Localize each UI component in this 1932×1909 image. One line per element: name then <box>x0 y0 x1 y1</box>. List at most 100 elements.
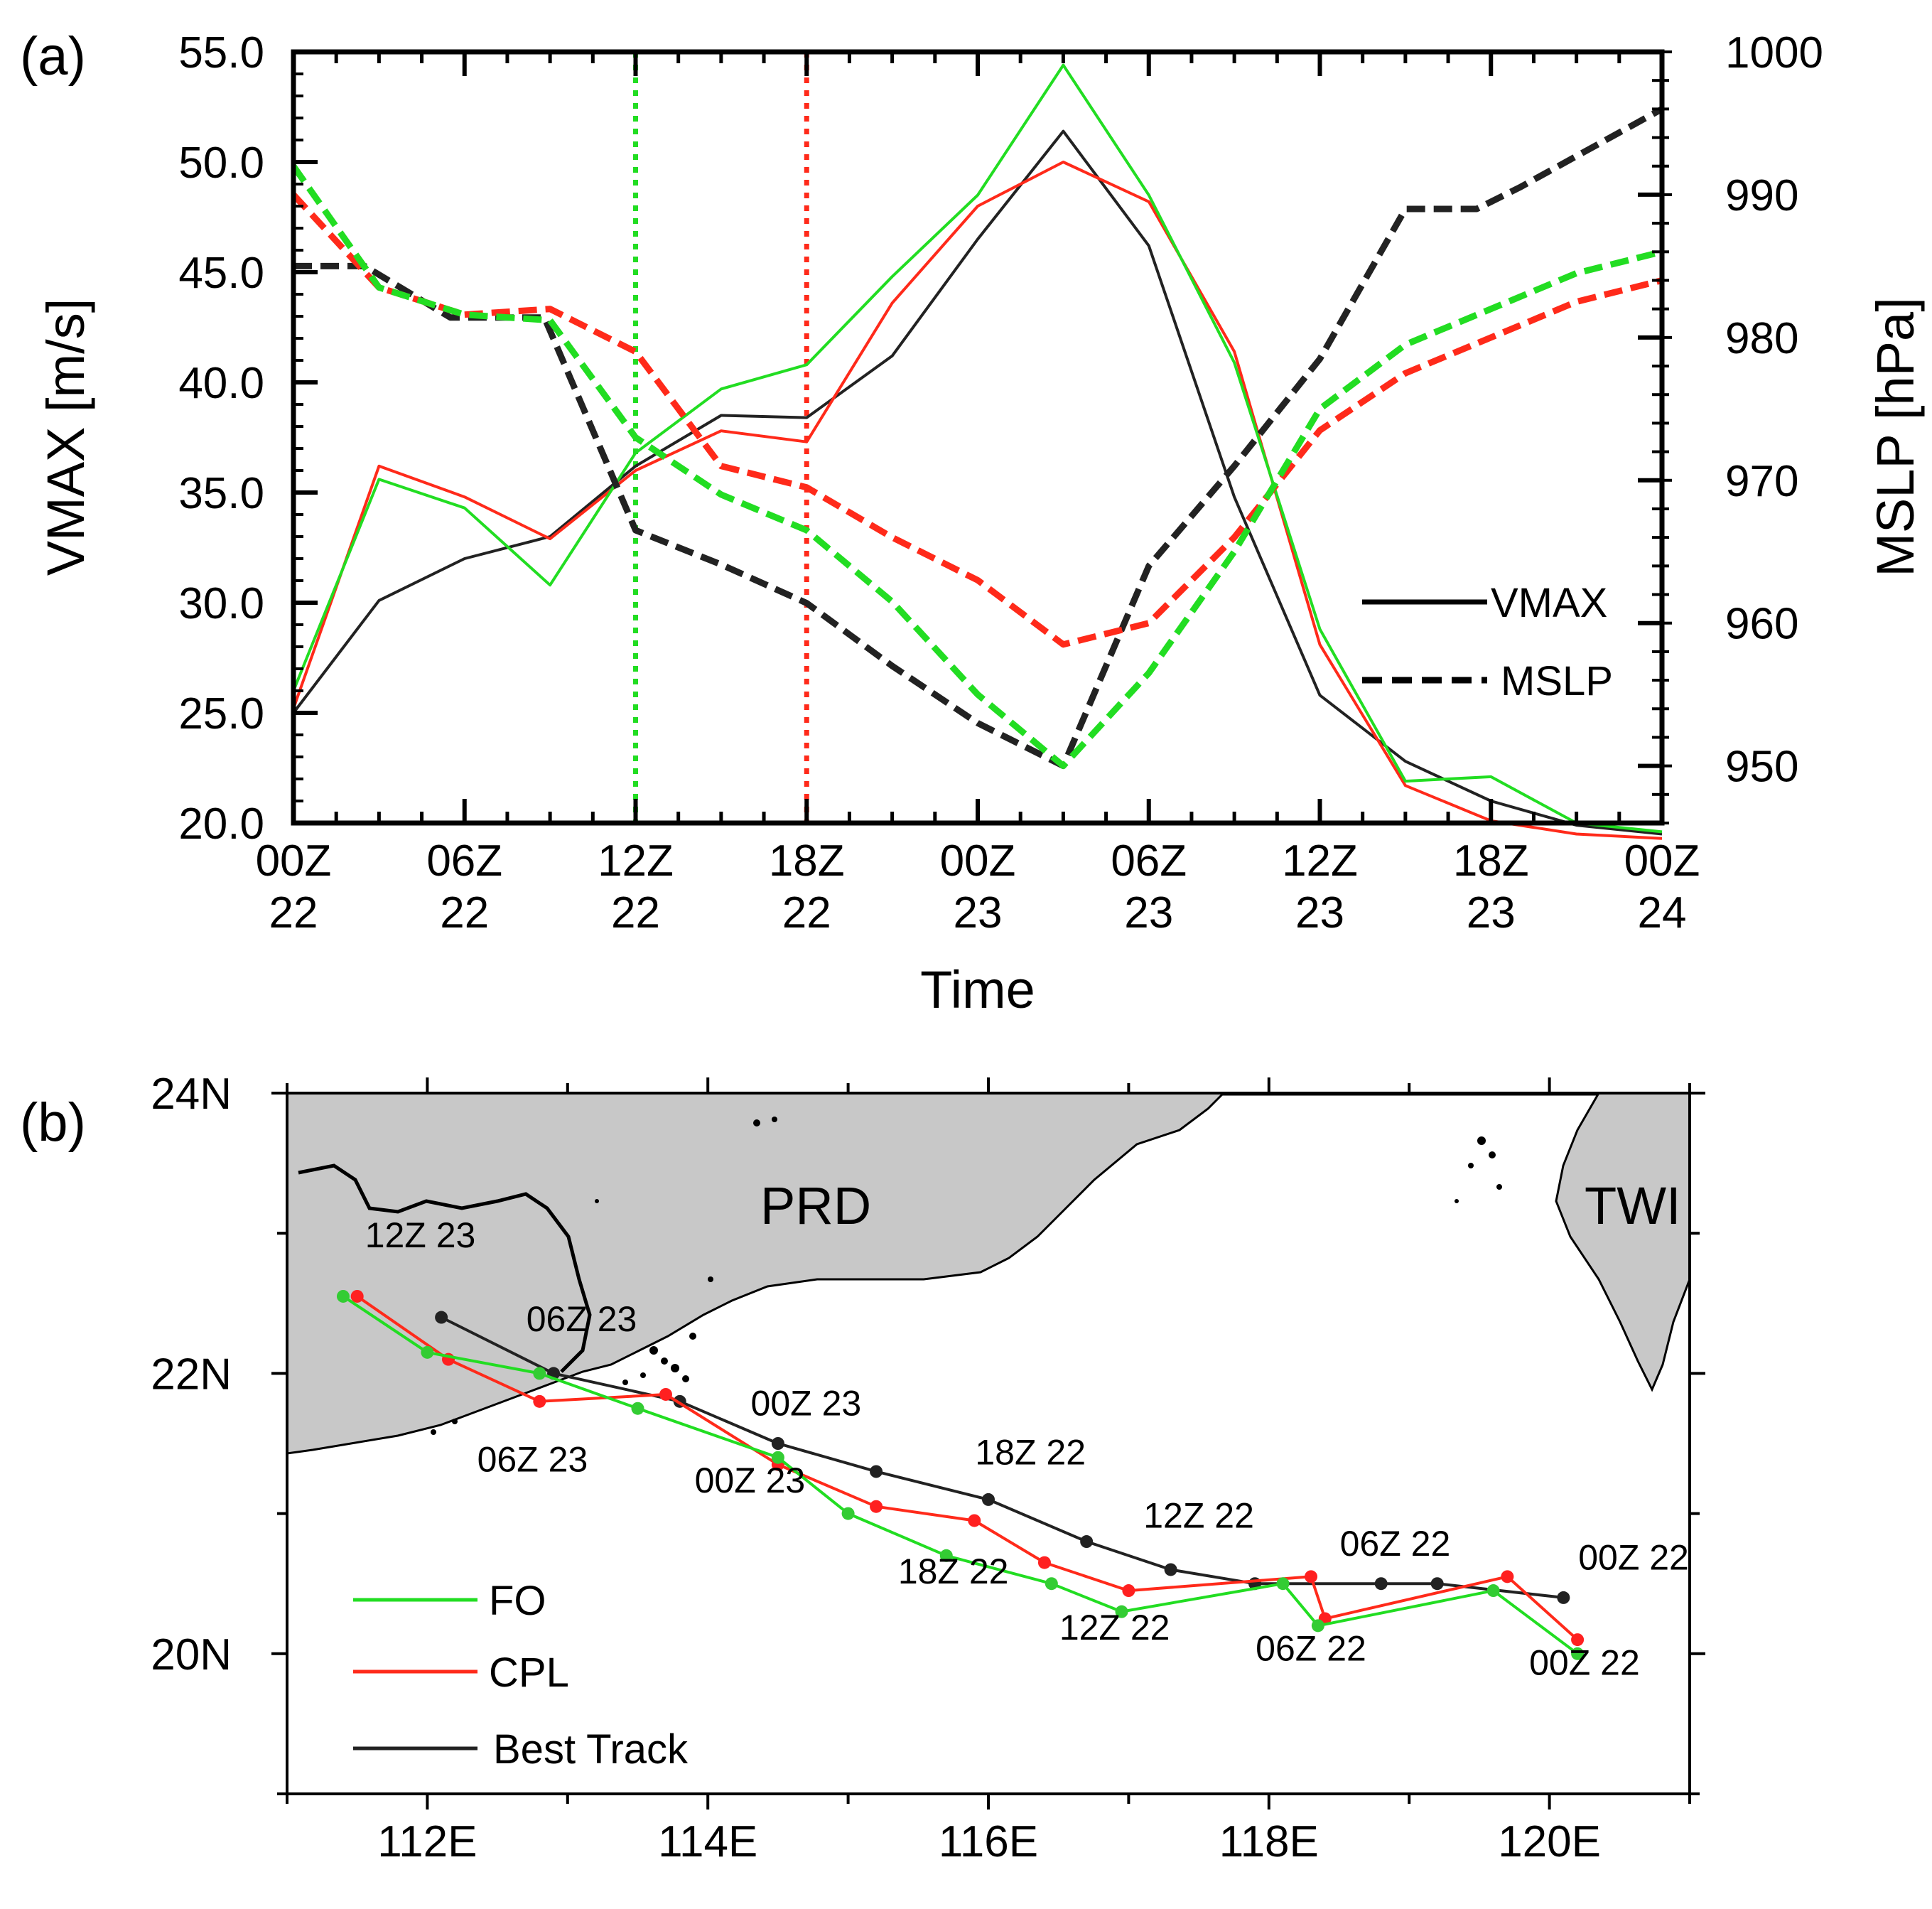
track-point-fo <box>1115 1605 1128 1618</box>
track-point-best-track <box>982 1493 995 1506</box>
track-point-cpl <box>1122 1584 1135 1598</box>
y-tick-label: 50.0 <box>178 139 264 188</box>
series-fo-mslp <box>291 164 1663 770</box>
y-tick-label: 25.0 <box>178 689 264 738</box>
track-point-cpl <box>350 1289 364 1303</box>
track-point-best-track <box>1557 1591 1570 1604</box>
river-coastline-detail <box>298 1163 592 1373</box>
region-label-twi: TWI <box>1585 1176 1681 1235</box>
track-annotation: 06Z 23 <box>477 1439 588 1479</box>
x-tick-label-line2: 23 <box>1124 888 1173 937</box>
panel-a-label: (a) <box>20 26 86 87</box>
track-annotation: 06Z 22 <box>1256 1629 1366 1669</box>
track-point-fo <box>336 1289 350 1303</box>
lat-tick-label: 24N <box>151 1070 232 1119</box>
track-annotation: 12Z 22 <box>1143 1495 1254 1535</box>
track-annotation: 06Z 22 <box>1340 1524 1451 1564</box>
track-point-cpl <box>1037 1556 1051 1569</box>
region-label-prd: PRD <box>760 1176 871 1235</box>
panel-a-timeseries: (a) 00Z2206Z2212Z2218Z2200Z2306Z2312Z231… <box>20 26 1925 1019</box>
track-point-best-track <box>435 1311 448 1324</box>
y2-tick-label: 960 <box>1725 600 1798 649</box>
track-annotation: 18Z 22 <box>898 1552 1009 1591</box>
x-tick-label-line2: 22 <box>440 888 489 937</box>
y2-tick-label: 970 <box>1725 457 1798 506</box>
track-point-fo <box>631 1402 644 1415</box>
x-tick-label-line2: 24 <box>1638 888 1687 937</box>
y-tick-label: 45.0 <box>178 249 264 298</box>
track-annotation: 12Z 23 <box>365 1215 476 1255</box>
lon-tick-label: 114E <box>658 1817 757 1866</box>
x-tick-label-line1: 12Z <box>598 837 674 886</box>
track-point-cpl <box>659 1387 672 1401</box>
panel-b-label: (b) <box>20 1092 86 1153</box>
panel-a-ticks: 00Z2206Z2212Z2218Z2200Z2306Z2312Z2318Z23… <box>178 28 1823 937</box>
y2-tick-label: 1000 <box>1725 28 1823 77</box>
x-tick-label-line1: 06Z <box>1111 837 1187 886</box>
track-point-fo <box>1571 1647 1585 1660</box>
x-tick-label-line1: 00Z <box>1624 837 1700 886</box>
track-point-fo <box>1045 1577 1058 1591</box>
track-point-cpl <box>533 1394 546 1408</box>
y-tick-label: 55.0 <box>178 28 264 77</box>
y2-tick-label: 950 <box>1725 743 1798 792</box>
legend-mslp-label: MSLP <box>1501 658 1613 704</box>
y2-axis-title-mslp: MSLP [hPa] <box>1866 297 1925 577</box>
track-point-best-track <box>1164 1563 1177 1576</box>
series-cpl-vmax <box>292 161 1663 840</box>
track-annotation: 00Z 22 <box>1578 1537 1689 1577</box>
y-tick-label: 30.0 <box>178 579 264 628</box>
y2-tick-label: 980 <box>1725 314 1798 363</box>
track-point-fo <box>1276 1577 1290 1591</box>
x-tick-label-line1: 00Z <box>940 837 1016 886</box>
legend-fo-label: FO <box>489 1578 546 1624</box>
map-land <box>287 1093 1690 1455</box>
legend-vmax-label: VMAX <box>1491 580 1607 626</box>
track-time-annotations: 12Z 23 06Z 23 00Z 23 06Z 23 00Z 23 18Z 22 12Z … <box>365 1215 1689 1682</box>
y-tick-label: 20.0 <box>178 800 264 849</box>
legend-cpl-label: CPL <box>489 1650 569 1696</box>
x-tick-label-line2: 22 <box>269 888 318 937</box>
track-annotation: 00Z 23 <box>751 1384 862 1424</box>
track-point-fo <box>771 1451 784 1464</box>
x-tick-label-line2: 22 <box>782 888 831 937</box>
land-mainland-china <box>287 1093 1690 1455</box>
x-tick-label-line1: 12Z <box>1282 837 1358 886</box>
track-point-best-track <box>1374 1577 1388 1591</box>
islands <box>431 1117 1502 1435</box>
lon-tick-label: 112E <box>377 1817 477 1866</box>
y2-tick-label: 990 <box>1725 171 1798 220</box>
track-point-best-track <box>1080 1535 1094 1549</box>
x-tick-label-line1: 00Z <box>256 837 332 886</box>
x-tick-label-line1: 18Z <box>769 837 845 886</box>
track-point-cpl <box>1571 1633 1585 1647</box>
x-tick-label-line1: 18Z <box>1453 837 1529 886</box>
track-point-fo <box>841 1507 855 1520</box>
land-taiwan <box>1555 1093 1690 1392</box>
x-tick-label-line2: 23 <box>1467 888 1516 937</box>
lat-tick-label: 20N <box>151 1630 232 1679</box>
series-fo-vmax <box>292 63 1663 834</box>
panel-b-tracks <box>336 1289 1585 1660</box>
x-tick-label-line2: 23 <box>954 888 1003 937</box>
panel-b-ticks: 112E 114E 116E 118E 120E 20N 22N 24N <box>151 1070 1705 1866</box>
y-tick-label: 40.0 <box>178 359 264 408</box>
lat-tick-label: 22N <box>151 1350 232 1399</box>
track-point-fo <box>421 1345 434 1359</box>
track-point-fo <box>1486 1584 1500 1598</box>
legend-best-track-label: Best Track <box>493 1726 689 1773</box>
panel-a-legend: VMAX MSLP <box>1362 580 1613 704</box>
panel-a-series <box>291 63 1664 840</box>
y-axis-title-vmax: VMAX [m/s] <box>36 299 95 576</box>
track-point-best-track <box>771 1437 784 1450</box>
track-point-best-track <box>1430 1577 1444 1591</box>
track-annotation: 12Z 22 <box>1059 1608 1170 1647</box>
track-point-fo <box>533 1367 546 1380</box>
track-point-best-track <box>870 1465 883 1478</box>
lon-tick-label: 120E <box>1498 1817 1601 1866</box>
track-point-cpl <box>1501 1570 1514 1583</box>
x-tick-label-line1: 06Z <box>426 837 502 886</box>
track-point-cpl <box>968 1514 981 1527</box>
track-annotation: 00Z 22 <box>1529 1642 1640 1682</box>
